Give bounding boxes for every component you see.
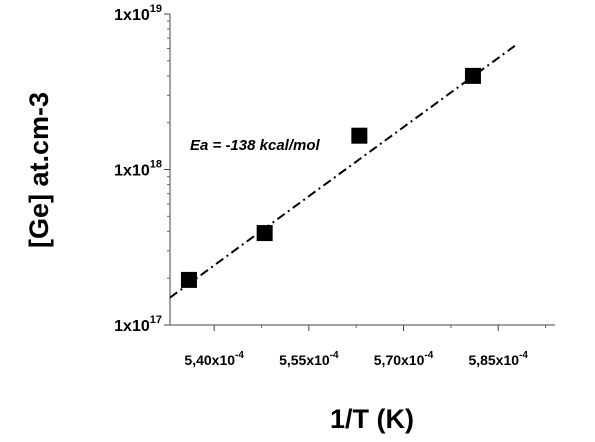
data-point: [256, 225, 273, 242]
x-ticks: 5,40x10-4 5,55x10-4 5,70x10-4 5,85x10-4: [184, 325, 547, 368]
x-axis-title: 1/T (K): [330, 404, 414, 434]
x-tick-label: 5,85x10-4: [468, 350, 528, 368]
annotation-activation-energy: Ea = -138 kcal/mol: [190, 137, 320, 154]
y-tick-label: 1x1018: [114, 159, 162, 180]
x-tick-label: 5,40x10-4: [184, 350, 244, 368]
data-point: [180, 271, 197, 288]
x-tick-label: 5,70x10-4: [374, 350, 434, 368]
axes: 1x1017 1x1018 1x1019 5,40x10-4 5,55x10-4 5,7…: [114, 3, 555, 368]
y-tick-label: 1x1019: [114, 3, 162, 24]
data-point: [464, 67, 481, 84]
data-point: [351, 127, 368, 144]
y-tick-label: 1x1017: [114, 314, 162, 335]
data-points: [180, 67, 481, 288]
y-ticks: 1x1017 1x1018 1x1019: [114, 3, 170, 335]
fit-line: [169, 43, 518, 299]
x-tick-label: 5,55x10-4: [279, 350, 339, 368]
y-axis-title: [Ge] at.cm-3: [24, 92, 54, 248]
